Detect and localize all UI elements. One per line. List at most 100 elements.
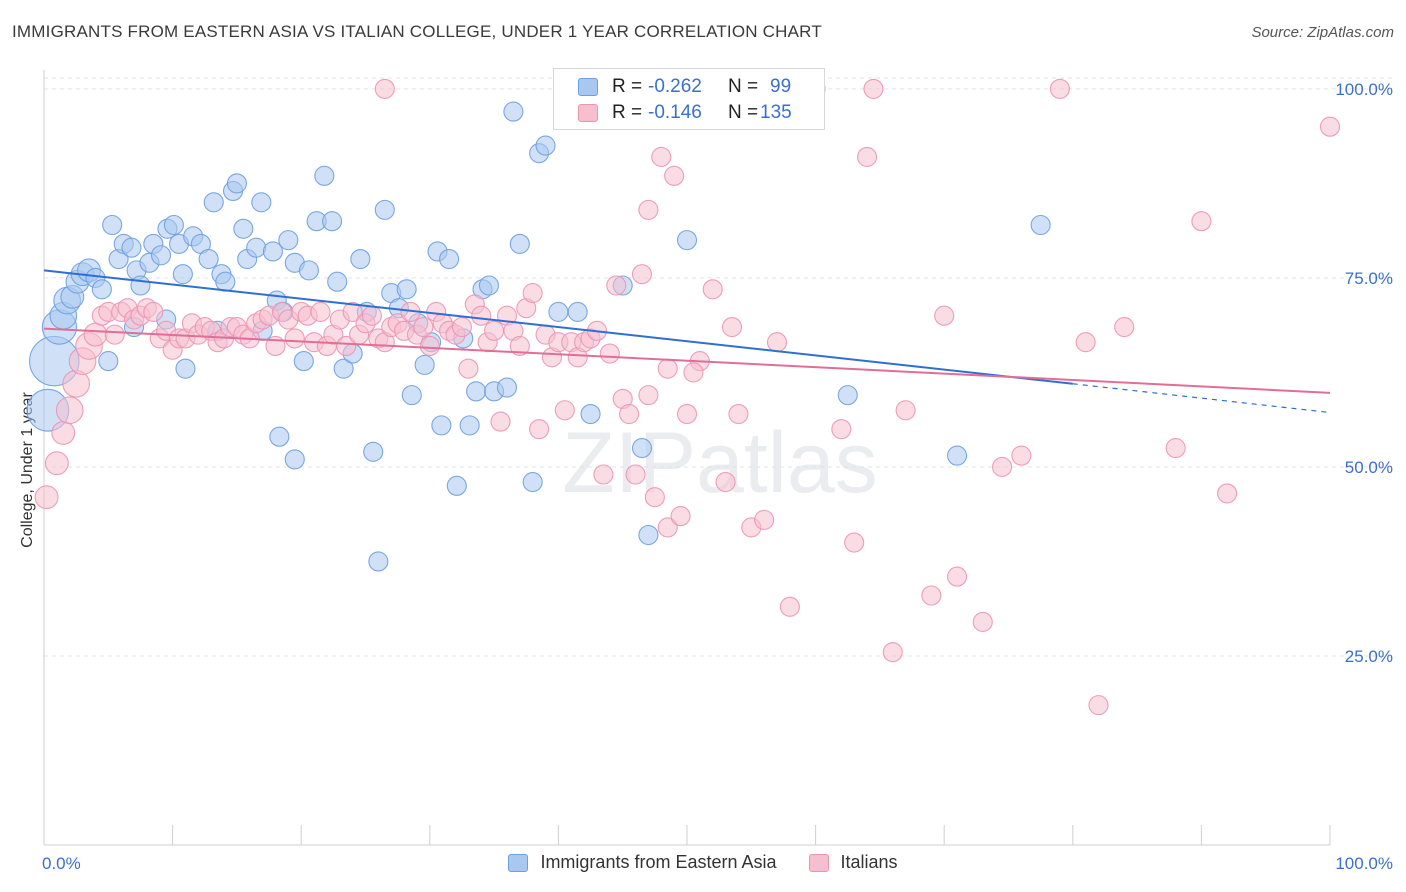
blue-point (121, 237, 142, 258)
blue-point (226, 173, 247, 194)
pink-point (638, 199, 659, 220)
pink-point (451, 317, 473, 338)
pink-point (342, 301, 363, 323)
pink-point (992, 456, 1013, 478)
blue-point (91, 279, 112, 300)
blue-point (198, 248, 219, 270)
blue-point (1030, 214, 1051, 236)
blue-point (396, 279, 417, 300)
x-tick-label: 100.0% (1335, 854, 1393, 873)
pink-point (831, 419, 852, 440)
pink-point (1191, 211, 1212, 232)
blue-point (298, 260, 319, 281)
pink-point (413, 317, 434, 338)
blue-point (414, 354, 435, 375)
r-value: -0.146 (648, 102, 702, 123)
pink-point (702, 279, 723, 300)
pink-point (947, 566, 968, 587)
y-tick-label: 100.0% (1335, 80, 1393, 99)
pink-point (664, 165, 685, 186)
r-label: R = (612, 102, 643, 123)
pink-point (934, 305, 955, 326)
series-layer (26, 78, 1341, 716)
y-tick-label: 75.0% (1345, 269, 1393, 288)
pink-point (529, 419, 550, 440)
pink-point (676, 403, 698, 425)
pink-point (44, 451, 69, 476)
blue-point (401, 385, 422, 406)
blue-point (548, 301, 569, 323)
pink-point (1075, 332, 1096, 353)
legend-item-italians[interactable]: Italians (808, 852, 898, 873)
blue-point (496, 377, 518, 398)
r-value: -0.262 (648, 76, 702, 97)
pink-point (728, 403, 749, 425)
pink-swatch (808, 853, 829, 872)
blue-point (163, 214, 184, 236)
x-tick-label: 0.0% (42, 854, 81, 873)
blue-point (251, 192, 272, 213)
pink-swatch (578, 104, 598, 122)
blue-point (278, 230, 299, 251)
blue-point (638, 524, 659, 546)
pink-point (1114, 317, 1135, 338)
pink-point (779, 596, 800, 617)
blue-point (269, 426, 290, 447)
pink-point (863, 78, 884, 99)
pink-point (1319, 116, 1341, 137)
pink-point (683, 362, 704, 383)
blue-point (130, 275, 151, 296)
legend-item-eastern-asia[interactable]: Immigrants from Eastern Asia (508, 852, 777, 873)
legend-label: Immigrants from Eastern Asia (540, 852, 777, 872)
legend-label: Italians (840, 852, 898, 872)
blue-point (535, 135, 556, 156)
pink-point (484, 320, 505, 341)
stats-legend: R = -0.262 N = 99 R = -0.146 N = 135 (553, 68, 825, 130)
pink-point (458, 358, 479, 379)
blue-point (503, 101, 524, 122)
n-value: 99 (770, 76, 792, 97)
trend-layer (43, 269, 1331, 414)
pink-point (657, 517, 678, 538)
blue-point (567, 301, 588, 323)
blue-point (284, 449, 305, 470)
blue-point (175, 358, 196, 379)
pink-point (651, 146, 672, 168)
blue-point (676, 230, 698, 251)
chart-title: IMMIGRANTS FROM EASTERN ASIA VS ITALIAN … (12, 22, 822, 41)
blue-trend-line (43, 269, 1073, 385)
blue-point (246, 237, 267, 258)
blue-point (580, 403, 601, 425)
blue-point (509, 233, 530, 254)
pink-point (844, 532, 865, 553)
pink-point (51, 420, 76, 445)
pink-point (619, 403, 640, 425)
blue-point (439, 248, 460, 270)
pink-point (1011, 445, 1032, 466)
blue-point (98, 351, 119, 372)
pink-point (670, 506, 691, 527)
source-label: Source: ZipAtlas.com (1251, 24, 1394, 41)
pink-point (972, 611, 993, 633)
watermark: ZIPatlas (562, 415, 877, 511)
blue-point (446, 475, 467, 496)
pink-point (644, 487, 665, 508)
pink-point (419, 335, 440, 357)
pink-point (882, 642, 903, 663)
blue-point (350, 248, 371, 270)
pink-point (754, 509, 775, 530)
y-tick-label: 50.0% (1345, 458, 1393, 477)
blue-point (102, 214, 123, 236)
n-label: N = (728, 102, 759, 123)
r-label: R = (612, 76, 643, 97)
tick-layer: 25.0% 50.0% 75.0% 100.0% 0.0% 100.0% (42, 80, 1393, 873)
pink-point (1088, 695, 1109, 716)
blue-point (466, 381, 487, 402)
blue-point (327, 271, 348, 292)
pink-point (55, 396, 84, 425)
pink-point (83, 322, 108, 347)
y-tick-label: 25.0% (1345, 647, 1393, 666)
pink-point (143, 301, 164, 323)
pink-point (471, 305, 492, 326)
stats-row-pink: R = -0.146 N = 135 (578, 101, 792, 125)
